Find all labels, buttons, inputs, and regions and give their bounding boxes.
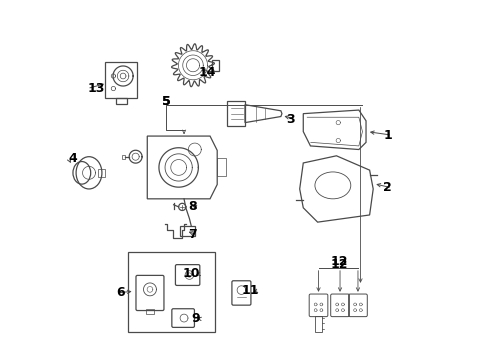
Text: 13: 13 xyxy=(87,82,104,95)
Text: 4: 4 xyxy=(69,152,77,165)
Text: 5: 5 xyxy=(162,95,171,108)
Text: 9: 9 xyxy=(192,312,200,325)
Bar xyxy=(122,154,125,159)
Text: 14: 14 xyxy=(199,66,216,79)
Bar xyxy=(116,98,126,104)
Bar xyxy=(147,309,153,315)
Bar xyxy=(98,168,105,177)
Bar xyxy=(217,158,226,176)
Text: 1: 1 xyxy=(383,129,392,142)
Text: 3: 3 xyxy=(287,113,295,126)
Text: 12: 12 xyxy=(330,258,348,271)
Text: 6: 6 xyxy=(116,287,124,300)
Text: 12: 12 xyxy=(330,255,348,268)
Text: 2: 2 xyxy=(383,181,392,194)
Bar xyxy=(212,60,219,71)
Text: 11: 11 xyxy=(242,284,259,297)
Bar xyxy=(128,252,215,332)
Text: 5: 5 xyxy=(162,95,171,108)
Text: 10: 10 xyxy=(183,267,200,280)
Text: 7: 7 xyxy=(188,228,196,241)
Text: 8: 8 xyxy=(188,201,196,213)
